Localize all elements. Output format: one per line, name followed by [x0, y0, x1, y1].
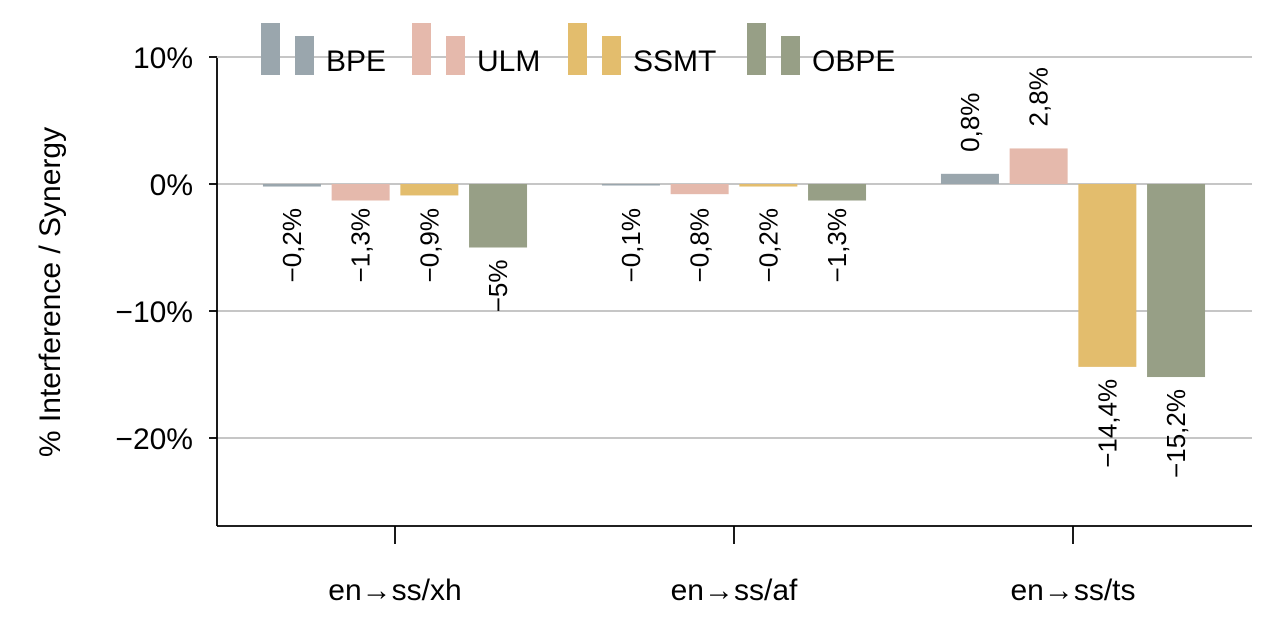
x-tick-label: en→ss/ts: [1010, 574, 1135, 607]
bar-obpe: [808, 184, 867, 201]
y-axis-label: % Interference / Synergy: [34, 127, 67, 457]
bar-bpe: [262, 184, 321, 187]
legend-swatch: [412, 23, 431, 75]
bar-value-label: −15,2%: [1161, 389, 1191, 478]
bar-bpe: [601, 184, 660, 186]
bar-value-label: −0,9%: [414, 208, 444, 282]
legend-item-bpe: BPE: [261, 23, 386, 78]
legend-item-ulm: ULM: [412, 23, 540, 78]
bar-value-label: −0,8%: [685, 208, 715, 282]
bar-obpe: [469, 184, 528, 248]
bar-ssmt: [739, 184, 798, 187]
data-labels: −0,2% −0,1% 0,8% −1,3% −0,8% 2,8% −0,9% −0,2% −1…: [277, 67, 1191, 478]
y-tick-label: 0%: [150, 169, 193, 202]
bar-value-label: −14,4%: [1092, 379, 1122, 468]
legend: BPE ULM SSMT OBPE: [261, 23, 895, 78]
legend-label: BPE: [326, 45, 386, 78]
x-tick-label: en→ss/xh: [328, 574, 461, 607]
bar-value-label: −0,1%: [616, 208, 646, 282]
bar-ulm: [670, 184, 729, 195]
bar-value-label: −1,3%: [822, 208, 852, 282]
legend-swatch: [446, 36, 465, 75]
legend-swatch: [781, 36, 800, 75]
legend-swatch: [295, 36, 314, 75]
bar-ssmt: [400, 184, 459, 196]
y-tick-label: −10%: [115, 296, 193, 329]
bar-value-label: 2,8%: [1024, 67, 1054, 126]
legend-swatch: [568, 23, 587, 75]
bar-ulm: [331, 184, 390, 201]
legend-swatch: [261, 23, 280, 75]
legend-label: OBPE: [812, 45, 895, 78]
bar-value-label: −1,3%: [346, 208, 376, 282]
bars: [262, 148, 1206, 378]
y-tick-label: −20%: [115, 423, 193, 456]
legend-label: ULM: [477, 45, 540, 78]
bar-value-label: −0,2%: [753, 208, 783, 282]
bar-obpe: [1147, 184, 1206, 378]
legend-swatch: [602, 36, 621, 75]
bar-ulm: [1009, 148, 1068, 184]
legend-label: SSMT: [633, 45, 716, 78]
legend-item-ssmt: SSMT: [568, 23, 716, 78]
y-tick-label: 10%: [133, 42, 193, 75]
bar-value-label: −0,2%: [277, 208, 307, 282]
bar-ssmt: [1078, 184, 1137, 367]
bar-value-label: −5%: [483, 260, 513, 313]
legend-swatch: [747, 23, 766, 75]
x-tick-label: en→ss/af: [671, 574, 798, 607]
bar-bpe: [940, 173, 999, 184]
x-ticks: en→ss/xh en→ss/af en→ss/ts: [328, 526, 1136, 607]
legend-item-obpe: OBPE: [747, 23, 895, 78]
bar-value-label: 0,8%: [955, 93, 985, 152]
y-ticks: 10% 0% −10% −20%: [115, 42, 217, 456]
